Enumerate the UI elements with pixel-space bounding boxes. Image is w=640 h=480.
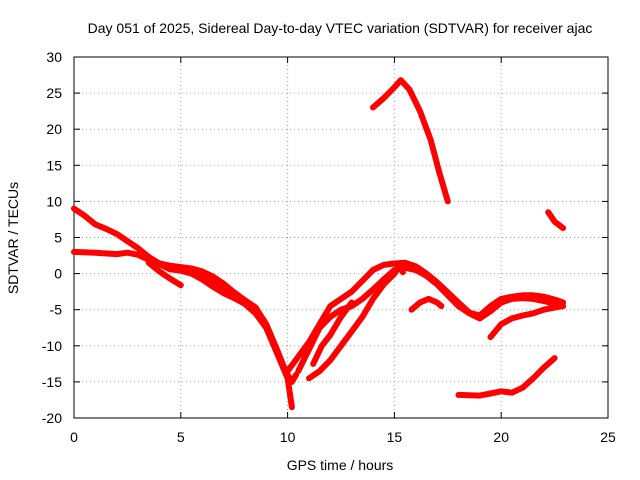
y-tick-label: 5 [54, 230, 62, 246]
y-tick-label: 20 [46, 121, 62, 137]
x-tick-label: 20 [493, 429, 509, 445]
series-line-arc-2 [71, 248, 295, 411]
x-tick-label: 10 [280, 429, 296, 445]
series-line-arc-1 [71, 205, 300, 385]
y-tick-label: -20 [42, 410, 62, 426]
x-axis: 0 5 10 15 20 25 [70, 57, 616, 445]
series-line-arc-4 [188, 267, 259, 317]
series-line-arc-11 [455, 355, 558, 399]
series-line-arc-13 [545, 209, 567, 232]
y-tick-label: -15 [42, 374, 62, 390]
x-tick-label: 15 [387, 429, 403, 445]
series-line-arc-3 [145, 259, 184, 289]
y-tick-label: 30 [46, 49, 62, 65]
series-line-arc-9 [370, 77, 451, 205]
series-line-arc-10 [408, 295, 445, 313]
grid [74, 57, 608, 418]
series-line-arc-8 [310, 299, 355, 367]
y-tick-label: -10 [42, 338, 62, 354]
y-tick-label: 25 [46, 85, 62, 101]
x-tick-label: 0 [70, 429, 78, 445]
y-tick-label: -5 [50, 302, 63, 318]
y-tick-label: 10 [46, 193, 62, 209]
series-line-arc-7 [306, 263, 406, 382]
x-tick-label: 25 [600, 429, 616, 445]
y-tick-label: 15 [46, 157, 62, 173]
x-axis-label: GPS time / hours [287, 457, 394, 473]
series-line-arc-12 [487, 303, 567, 341]
x-tick-label: 5 [177, 429, 185, 445]
y-axis: -20 -15 -10 -5 0 5 10 15 20 25 30 [42, 49, 608, 426]
plot-area [71, 77, 567, 411]
series-line-arc-6 [295, 264, 567, 375]
chart-title: Day 051 of 2025, Sidereal Day-to-day VTE… [88, 20, 593, 36]
y-tick-label: 0 [54, 266, 62, 282]
y-axis-label: SDTVAR / TECUs [5, 182, 21, 294]
